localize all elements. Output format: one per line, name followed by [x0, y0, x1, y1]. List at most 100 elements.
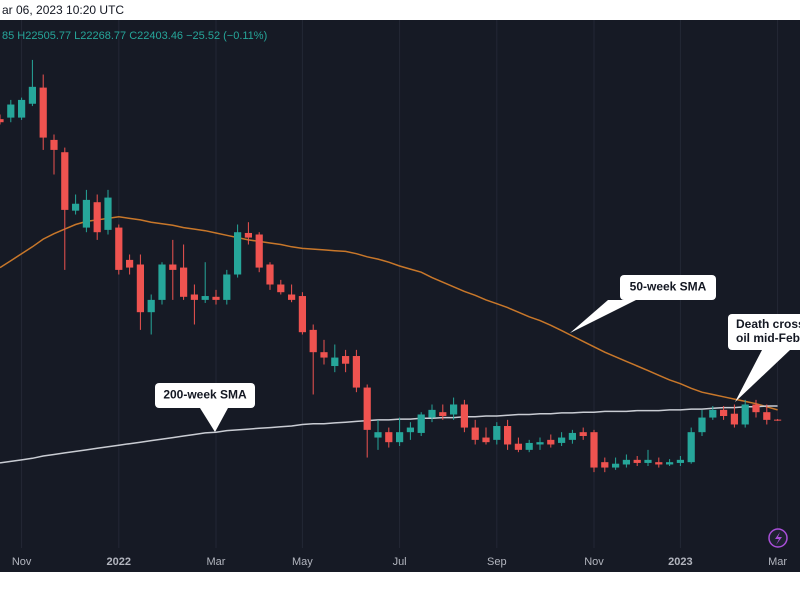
candle-body [298, 296, 306, 333]
candle-body [190, 294, 198, 300]
candle-body [687, 432, 695, 463]
callout-text: Death cross [736, 317, 800, 331]
candle-body [428, 409, 436, 418]
candle-body [385, 432, 393, 443]
sma-line [0, 405, 778, 464]
x-tick-label: Mar [207, 556, 226, 568]
candle-body [558, 437, 566, 443]
candle-body [223, 274, 231, 300]
candle-body [18, 99, 26, 118]
candle-body [50, 139, 58, 150]
candle-body [417, 414, 425, 433]
candle-body [212, 296, 220, 300]
candle-body [352, 356, 360, 388]
callout-pointer [570, 300, 636, 333]
callout-box [728, 314, 800, 350]
candle-body [342, 356, 350, 364]
candle-body [288, 294, 296, 300]
candle-body [104, 197, 112, 230]
candle-body [633, 459, 641, 463]
candle-body [309, 329, 317, 353]
candle-body [741, 404, 749, 425]
candle-body [439, 412, 447, 417]
candle-body [234, 232, 242, 275]
chart-title: ar 06, 2023 10:20 UTC [2, 3, 124, 17]
candle-body [169, 264, 177, 270]
x-tick-label: Nov [584, 556, 604, 568]
candle-body [547, 439, 555, 445]
candle-body [244, 232, 252, 238]
candle-body [730, 413, 738, 425]
candle-body [7, 104, 15, 118]
callout-box [155, 383, 255, 408]
header-bar [0, 0, 800, 20]
candle-body [774, 419, 782, 421]
candle-body [115, 227, 123, 270]
sma50-callout: 50-week SMA [570, 275, 716, 333]
candle-body [39, 87, 47, 138]
candle-body [158, 264, 166, 300]
x-tick-label: 2023 [668, 556, 692, 568]
x-tick-label: Nov [12, 556, 32, 568]
callout-text: 50-week SMA [630, 280, 707, 294]
callout-box [620, 275, 716, 300]
candle-body [374, 432, 382, 438]
callout-pointer [735, 350, 790, 402]
candle-body [28, 86, 36, 104]
x-tick-label: 2022 [107, 556, 131, 568]
snapshot-icon [768, 528, 788, 548]
candle-body [61, 152, 69, 210]
candle-body [536, 442, 544, 445]
ohlc-header: 85 H22505.77 L22268.77 C22403.46 −25.52 … [2, 30, 267, 42]
candle-body [763, 412, 771, 420]
candle-body [622, 459, 630, 465]
candle-body [93, 202, 101, 233]
candle-body [147, 299, 155, 313]
candle-body [676, 459, 684, 463]
candle-body [514, 443, 522, 450]
candle-body [601, 462, 609, 468]
candle-body [460, 404, 468, 428]
candle-body [396, 432, 404, 443]
candle-body [82, 199, 90, 228]
callout-pointer [200, 408, 228, 432]
candle-body [201, 296, 209, 300]
candle-body [612, 463, 620, 468]
candle-body [579, 432, 587, 437]
candle-body [320, 352, 328, 358]
candle-body [126, 259, 134, 268]
candle-body [655, 462, 663, 465]
sma-line [0, 216, 778, 411]
candle-body [450, 404, 458, 415]
candle-body [482, 437, 490, 443]
candle-body [266, 264, 274, 285]
candle-body [590, 432, 598, 468]
candle-body [72, 203, 80, 211]
candle-body [568, 432, 576, 440]
candle-body [525, 442, 533, 450]
callout-text: oil mid-Feb [736, 331, 800, 345]
candle-body [698, 417, 706, 433]
candle-body [0, 119, 4, 123]
sma200-callout: 200-week SMA [155, 383, 255, 432]
candle-body [277, 284, 285, 293]
candle-body [255, 234, 263, 268]
x-tick-label: May [292, 556, 313, 568]
candle-body [644, 459, 652, 463]
plot-layer [0, 20, 782, 548]
candle-body [331, 357, 339, 367]
x-tick-label: Mar [768, 556, 787, 568]
callout-text: 200-week SMA [163, 388, 247, 402]
x-tick-label: Jul [393, 556, 407, 568]
candle-body [666, 462, 674, 465]
candle-body [493, 426, 501, 440]
candle-body [471, 427, 479, 440]
candle-body [363, 387, 371, 430]
candle-body [720, 409, 728, 417]
candle-body [504, 426, 512, 445]
x-tick-label: Sep [487, 556, 507, 568]
candle-body [709, 409, 717, 418]
candle-body [136, 264, 144, 313]
